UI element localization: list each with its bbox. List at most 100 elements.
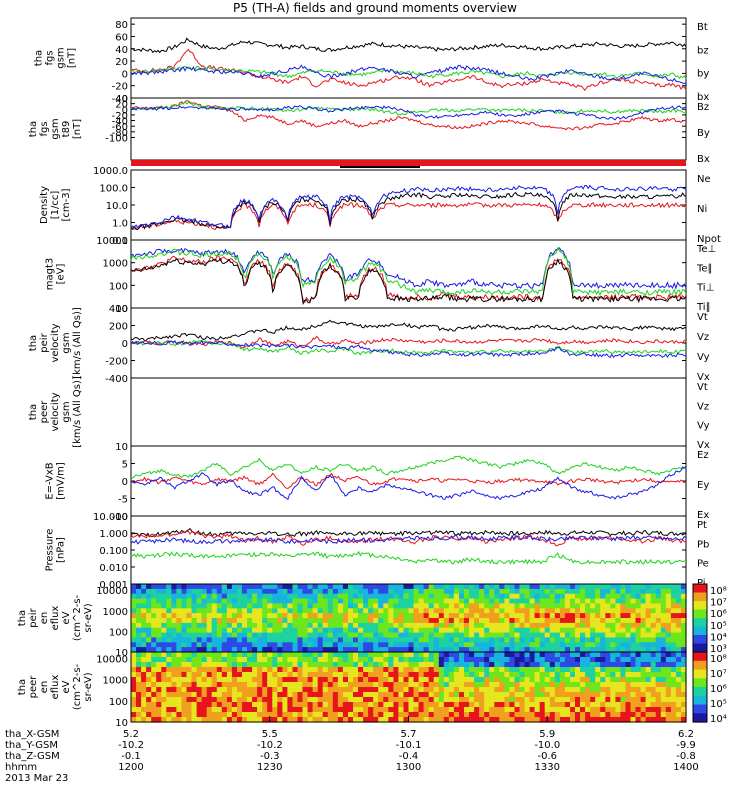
heatmap-cell [428,677,435,683]
heatmap-cell [226,608,233,614]
heatmap-cell [348,672,354,678]
heatmap-cell [146,588,152,595]
heatmap-cell [363,588,369,595]
heatmap-cell [448,593,455,600]
heatmap-cell [655,697,662,703]
ylabel-line: eV [61,611,72,624]
heatmap-cell [665,667,672,673]
heatmap-cell [146,584,152,590]
heatmap-cell [469,652,475,658]
heatmap-cell [348,657,354,663]
heatmap-cell [332,662,339,668]
heatmap-cell [131,637,137,643]
heatmap-cell [514,627,521,634]
heatmap-cell [388,622,394,629]
heatmap-cell [534,707,541,713]
heatmap-cell [564,682,571,688]
heatmap-cell [216,598,223,605]
heatmap-cell [559,697,566,703]
heatmap-cell [358,613,364,619]
heatmap-cell [247,657,253,663]
heatmap-cell [504,697,510,703]
heatmap-cell [494,647,500,653]
heatmap-cell [151,677,157,683]
heatmap-cell [570,667,576,673]
heatmap-cell [610,622,616,629]
heatmap-cell [625,598,632,605]
heatmap-cell [575,588,581,595]
heatmap-cell [428,667,435,673]
heatmap-cell [640,657,647,663]
heatmap-cell [539,717,546,723]
heatmap-cell [585,692,591,698]
heatmap-cell [348,697,354,703]
heatmap-cell [615,657,621,663]
heatmap-cell [570,588,576,595]
heatmap-cell [186,603,193,609]
heatmap-cell [600,647,606,653]
heatmap-cell [317,707,324,713]
heatmap-cell [595,598,601,605]
heatmap-cell [277,672,283,678]
heatmap-cell [514,637,521,643]
heatmap-cell [640,613,647,619]
heatmap-cell [423,652,430,658]
heatmap-cell [348,627,354,634]
heatmap-cell [635,637,642,643]
heatmap-cell [418,697,425,703]
heatmap-cell [448,632,455,639]
heatmap-cell [403,622,410,629]
heatmap-cell [141,608,147,614]
heatmap-cell [514,632,521,639]
heatmap-cell [196,613,203,619]
heatmap-cell [383,657,389,663]
heatmap-cell [625,627,632,634]
colorbar-tick-label: 10⁶ [710,609,727,620]
heatmap-cell [645,642,652,648]
heatmap-cell [539,642,546,648]
heatmap-cell [342,707,349,713]
heatmap-cell [262,598,268,605]
heatmap-cell [363,692,369,698]
heatmap-cell [645,598,652,605]
heatmap-cell [388,707,394,713]
heatmap-cell [479,687,485,693]
heatmap-cell [595,584,601,590]
heatmap-cell [504,712,510,718]
heatmap-cell [171,692,177,698]
heatmap-cell [570,642,576,648]
heatmap-cell [650,682,657,688]
heatmap-cell [216,687,223,693]
heatmap-cell [216,627,223,634]
heatmap-cell [564,672,571,678]
heatmap-cell [388,712,394,718]
heatmap-cell [297,627,304,634]
panel-ylabel: tha peer en eflux eV (cm^2-s-sr-eV) [17,663,94,710]
heatmap-cell [282,627,288,634]
heatmap-cell [262,627,268,634]
heatmap-cell [398,613,404,619]
heatmap-cell [585,677,591,683]
heatmap-cell [423,662,430,668]
heatmap-cell [630,608,637,614]
heatmap-cell [191,657,198,663]
heatmap-cell [342,603,349,609]
heatmap-cell [166,632,172,639]
heatmap-cell [393,632,399,639]
heatmap-cell [580,647,586,653]
heatmap-cell [317,632,324,639]
heatmap-cell [267,677,273,683]
heatmap-cell [559,593,566,600]
heatmap-cell [257,627,263,634]
heatmap-cell [368,642,374,648]
heatmap-cell [282,584,288,590]
heatmap-cell [564,652,571,658]
heatmap-cell [428,603,435,609]
heatmap-cell [186,608,193,614]
heatmap-cell [388,618,394,624]
heatmap-cell [383,667,389,673]
heatmap-cell [423,712,430,718]
heatmap-cell [206,613,213,619]
heatmap-cell [559,584,566,590]
heatmap-cell [388,697,394,703]
